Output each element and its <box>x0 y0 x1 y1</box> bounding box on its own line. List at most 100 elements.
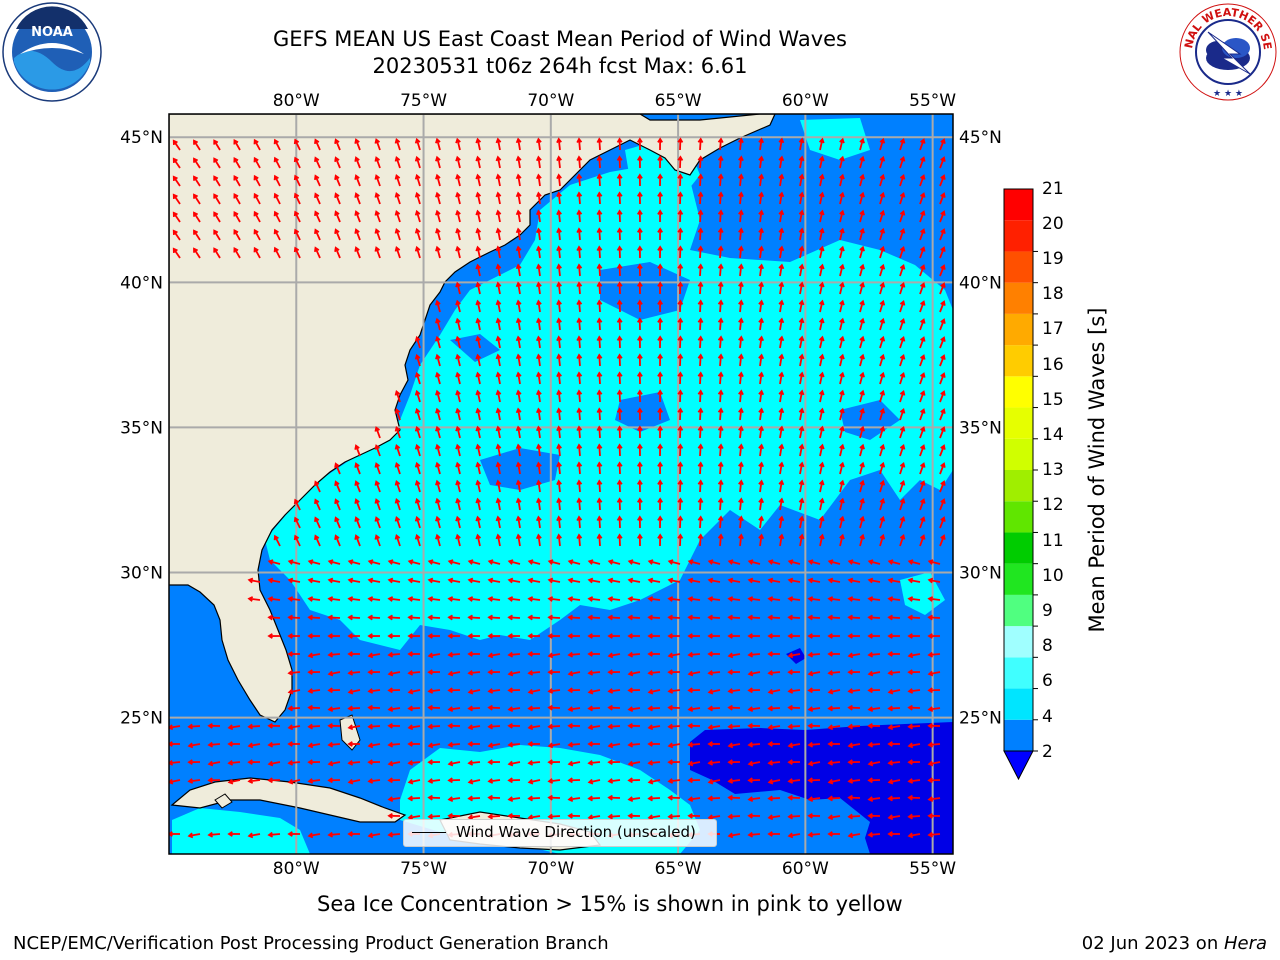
wave-vector <box>778 335 785 349</box>
wave-vector <box>367 652 381 659</box>
wave-vector <box>627 812 641 819</box>
wave-vector <box>627 741 641 748</box>
wave-vector <box>287 614 301 621</box>
wave-vector <box>879 335 886 349</box>
wave-vector <box>447 760 461 767</box>
wave-vector <box>839 155 845 169</box>
wave-vector <box>616 227 623 241</box>
wave-vector <box>697 245 704 259</box>
wave-vector <box>677 479 684 493</box>
wave-vector <box>556 137 562 151</box>
wave-vector <box>227 831 240 837</box>
wave-vector <box>487 759 501 766</box>
wave-vector <box>787 669 801 676</box>
wave-vector <box>307 688 321 694</box>
wave-vector <box>556 425 562 439</box>
wave-vector <box>899 155 906 169</box>
wave-vector <box>435 389 441 403</box>
wave-vector <box>758 371 765 385</box>
colorbar-swatch <box>1004 657 1033 689</box>
wave-vector <box>616 425 623 439</box>
wave-vector <box>607 813 621 820</box>
wave-vector <box>919 480 926 493</box>
wave-vector <box>919 282 926 295</box>
wave-vector <box>859 317 865 331</box>
wave-vector <box>467 559 481 565</box>
wave-vector <box>596 461 603 475</box>
wave-vector <box>687 777 701 784</box>
wave-vector <box>616 263 623 277</box>
wave-vector <box>636 407 643 421</box>
wave-vector <box>247 778 261 784</box>
wave-vector <box>407 741 420 747</box>
wave-vector <box>778 461 785 475</box>
wave-vector <box>919 300 926 313</box>
wave-vector <box>495 407 502 421</box>
wave-vector <box>867 777 881 784</box>
wave-vector <box>827 759 841 766</box>
wave-vector <box>273 246 281 259</box>
wave-vector <box>535 407 542 421</box>
wave-vector <box>798 425 805 439</box>
wave-vector <box>515 443 522 457</box>
wave-vector <box>636 137 643 151</box>
wave-vector <box>818 371 825 385</box>
wave-vector <box>778 191 785 205</box>
wave-vector <box>717 227 724 241</box>
wave-vector <box>556 155 562 169</box>
wave-vector <box>367 559 381 565</box>
wave-vector <box>495 371 502 385</box>
wave-vector <box>899 479 906 493</box>
wave-vector <box>535 173 542 187</box>
wave-vector <box>879 425 886 439</box>
colorbar-tick-labels: 21 20 19 18 17 16 15 14 13 12 11 10 9 8 … <box>1042 179 1082 779</box>
wave-vector <box>535 245 542 259</box>
wave-vector <box>636 353 643 367</box>
wave-vector <box>778 137 785 151</box>
wave-vector <box>576 407 583 421</box>
wave-vector <box>314 516 321 529</box>
wave-vector <box>427 688 441 694</box>
wave-vector <box>193 139 201 151</box>
wave-vector <box>939 174 946 187</box>
wave-vector <box>327 577 341 584</box>
wave-vector <box>487 652 501 659</box>
wave-vector <box>767 633 781 639</box>
wave-vector <box>535 263 542 277</box>
wave-vector <box>807 577 821 584</box>
wave-vector <box>879 443 886 457</box>
wave-vector <box>414 389 421 403</box>
wave-vector <box>354 516 361 529</box>
wave-vector <box>515 425 522 439</box>
svg-text:★ ★ ★: ★ ★ ★ <box>1213 89 1243 99</box>
wave-vector <box>213 139 221 151</box>
wave-vector <box>587 633 601 639</box>
wave-vector <box>879 281 886 295</box>
wave-vector <box>495 389 502 403</box>
wave-vector <box>374 480 381 493</box>
wave-vector <box>687 651 701 658</box>
wave-vector <box>327 722 341 729</box>
wave-vector <box>394 173 401 187</box>
wave-vector <box>807 706 821 713</box>
wave-vector <box>827 559 841 565</box>
wave-vector <box>535 425 542 439</box>
wind-wave-vectors <box>169 137 946 839</box>
wave-vector <box>697 173 704 187</box>
wave-vector <box>787 759 801 766</box>
wave-vector <box>939 138 946 151</box>
wave-vector <box>847 794 861 801</box>
wave-vector <box>414 173 421 187</box>
wave-vector <box>267 831 281 838</box>
wave-vector <box>758 335 765 349</box>
wave-vector <box>587 795 601 802</box>
wave-vector <box>827 688 841 695</box>
wave-vector <box>747 596 761 602</box>
wave-vector <box>293 534 301 547</box>
wave-vector <box>798 281 805 295</box>
wave-vector <box>535 389 542 403</box>
wave-vector <box>587 596 601 602</box>
wave-vector <box>475 173 482 187</box>
wave-vector <box>887 759 901 766</box>
wave-vector <box>576 353 583 367</box>
